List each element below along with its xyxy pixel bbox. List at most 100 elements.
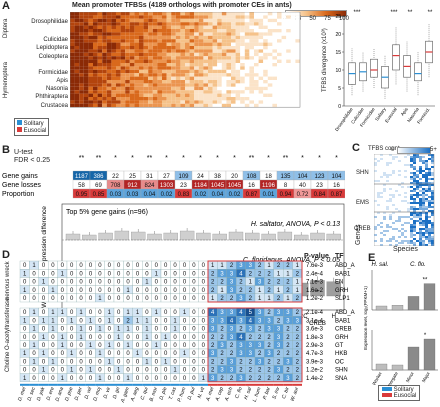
heatmap-cell	[102, 12, 107, 16]
d-cell-value: 0	[136, 368, 140, 374]
c-heat-cell	[425, 178, 428, 180]
heatmap-cell	[152, 90, 158, 94]
c-heat-cell	[407, 172, 410, 174]
heatmap-cell	[226, 80, 231, 84]
d-cell-value: 1	[108, 318, 112, 324]
c-heat-cell	[398, 158, 401, 160]
heatmap-cell	[235, 56, 241, 60]
heatmap-cell	[217, 39, 222, 43]
heatmap-cell	[277, 100, 282, 104]
c-heat-cell	[380, 160, 383, 162]
heatmap-cell	[208, 39, 213, 43]
heatmap-cell	[244, 39, 250, 43]
heatmap-cell	[290, 39, 296, 43]
d-tf: SNA	[335, 376, 347, 382]
heatmap-cell	[134, 49, 139, 53]
heatmap-cell	[148, 83, 153, 87]
heatmap-cell	[194, 86, 199, 91]
b-hsal-bar	[163, 232, 178, 241]
d-cell-value: 0	[202, 263, 206, 269]
c-heat-cell	[395, 178, 398, 180]
heatmap-cell	[162, 18, 167, 23]
c-heat-cell	[380, 232, 383, 234]
heatmap-cell	[175, 93, 181, 97]
heatmap-cell	[185, 83, 190, 87]
b-hsal-bar	[65, 233, 81, 241]
d-cell-value: 1	[61, 310, 65, 316]
c-heat-cell	[392, 164, 395, 166]
d-cell-value: 0	[23, 343, 27, 349]
heatmap-cell	[295, 93, 300, 97]
heatmap-cell	[290, 83, 296, 87]
heatmap-cell	[120, 73, 126, 77]
c-heat-cell	[377, 240, 380, 242]
d-cell-value: 2	[277, 359, 281, 365]
heatmap-cell	[83, 49, 89, 53]
heatmap-cell	[162, 66, 167, 70]
heatmap-cell	[116, 66, 121, 70]
heatmap-cell	[263, 22, 268, 26]
heatmap-cell	[120, 59, 126, 63]
heatmap-cell	[235, 59, 241, 63]
heatmap-cell	[272, 42, 277, 46]
c-heat-cell	[383, 170, 386, 172]
d-cell-value: 0	[202, 318, 206, 324]
heatmap-cell	[263, 73, 268, 77]
heatmap-cell	[79, 42, 84, 46]
d-cell-value: 0	[98, 368, 102, 374]
panel-c-row-shn: SHN	[356, 170, 369, 176]
d-cell-value: 2	[286, 351, 290, 357]
c-heat-cell	[398, 210, 401, 212]
heatmap-cell	[171, 69, 176, 74]
heatmap-cell	[70, 42, 75, 46]
c-heat-cell	[407, 220, 410, 222]
heatmap-cell	[74, 86, 80, 91]
heatmap-cell	[203, 22, 208, 26]
e-bot-bar	[407, 346, 420, 371]
b-prop-value: 0.83	[178, 192, 190, 198]
c-heat-cell	[419, 198, 422, 200]
heatmap-cell	[295, 29, 300, 33]
c-heat-cell	[431, 162, 434, 164]
c-heat-cell	[395, 222, 398, 224]
heatmap-cell	[79, 29, 84, 33]
c-heat-cell	[422, 198, 425, 200]
heatmap-cell	[175, 73, 181, 77]
c-heat-cell	[392, 218, 395, 220]
c-heat-cell	[374, 208, 377, 210]
heatmap-cell	[166, 100, 172, 104]
d-cell-value: 2	[249, 376, 253, 382]
heatmap-cell	[93, 59, 98, 63]
c-heat-cell	[386, 174, 389, 176]
d-species-label: D. ana	[55, 386, 66, 402]
c-heat-cell	[392, 188, 395, 190]
d-cell-value: 0	[98, 263, 102, 269]
c-heat-cell	[389, 202, 392, 204]
heatmap-cell	[70, 49, 75, 53]
d-cell-value: 1	[220, 263, 224, 269]
c-heat-cell	[419, 196, 422, 198]
box-ytick-label: 5	[338, 86, 341, 92]
d-cell-value: 2	[220, 376, 224, 382]
heatmap-cell	[134, 63, 139, 67]
d-cell-value: 0	[202, 280, 206, 286]
heatmap-cell	[249, 52, 254, 57]
c-heat-cell	[413, 154, 416, 156]
d-cell-value: 0	[51, 376, 55, 382]
heatmap-cell	[74, 80, 80, 84]
d-species-label: A. ech	[224, 386, 235, 403]
heatmap-cell	[244, 76, 250, 80]
heatmap-cell	[185, 32, 190, 36]
heatmap-cell	[111, 52, 116, 57]
heatmap-cell	[254, 29, 259, 33]
d-tf: ABD_A	[335, 263, 355, 269]
d-cell-value: 1	[79, 327, 83, 333]
heatmap-cell	[125, 90, 130, 94]
c-heat-cell	[422, 162, 425, 164]
heatmap-cell	[194, 63, 199, 67]
heatmap-cell	[120, 83, 126, 87]
d-species-bar	[85, 383, 96, 386]
c-heat-cell	[398, 178, 401, 180]
d-tf: CREB	[335, 327, 352, 333]
d-cell-value: 0	[164, 318, 168, 324]
